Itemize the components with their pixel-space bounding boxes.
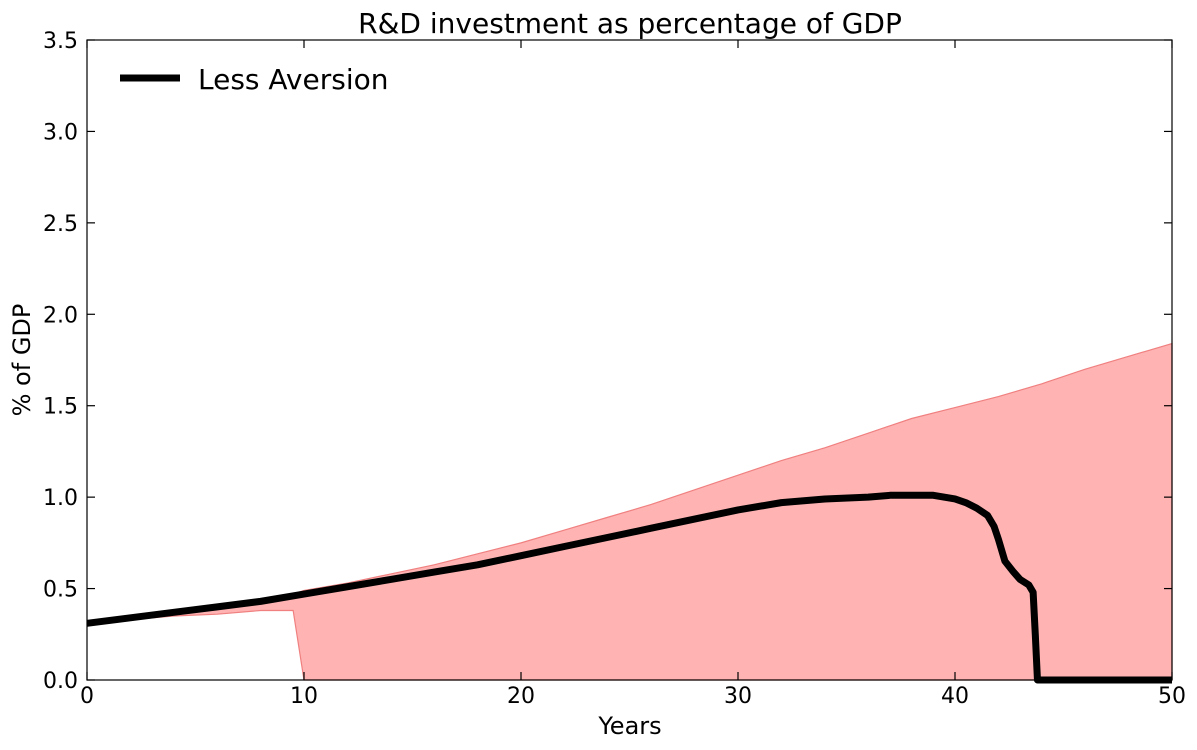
x-tick-label: 30 — [724, 684, 752, 709]
x-axis-label: Years — [597, 712, 661, 740]
x-tick-label: 40 — [941, 684, 969, 709]
y-tick-label: 3.5 — [43, 29, 78, 54]
series-line-less-aversion — [86, 491, 1172, 684]
x-axis-ticks: 0 10 20 30 40 50 — [80, 40, 1186, 709]
y-tick-label: 3.0 — [43, 120, 78, 145]
y-tick-label: 1.5 — [43, 395, 78, 420]
x-tick-label: 0 — [80, 684, 94, 709]
chart-title: R&D investment as percentage of GDP — [358, 7, 902, 40]
y-axis-ticks: 0.0 0.5 1.0 1.5 2.0 2.5 3.0 3.5 — [43, 29, 1172, 694]
legend-label-less-aversion: Less Aversion — [198, 63, 388, 96]
x-tick-label: 10 — [290, 684, 318, 709]
plot-frame — [86, 39, 1173, 681]
confidence-band — [86, 342, 1173, 681]
x-tick-label: 20 — [507, 684, 535, 709]
y-tick-label: 0.5 — [43, 578, 78, 603]
y-tick-label: 0.0 — [43, 669, 78, 694]
y-tick-label: 2.0 — [43, 303, 78, 328]
legend: Less Aversion — [120, 63, 388, 96]
y-axis-label: % of GDP — [8, 304, 36, 417]
plot-area — [86, 342, 1173, 684]
x-tick-label: 50 — [1158, 684, 1186, 709]
y-tick-label: 2.5 — [43, 212, 78, 237]
y-tick-label: 1.0 — [43, 486, 78, 511]
